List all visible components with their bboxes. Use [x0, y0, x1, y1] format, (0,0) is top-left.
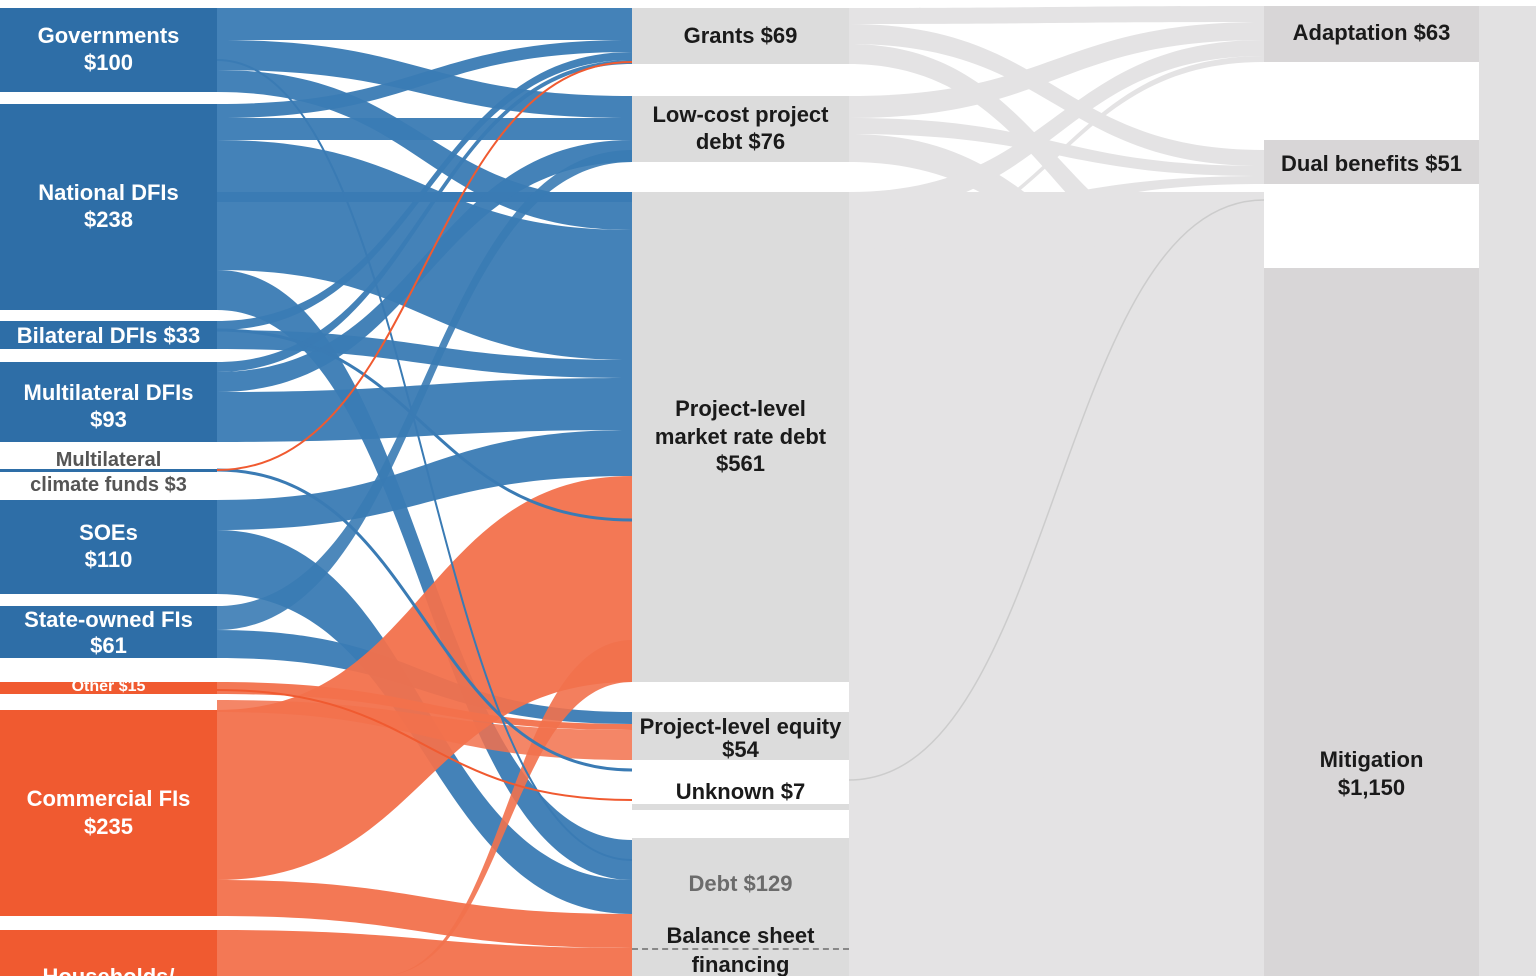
node-national-dfis-value: $238 [84, 207, 133, 232]
flow-households-to-marketdebt [380, 640, 632, 976]
node-balance-sheet-line2: financing [691, 952, 790, 976]
flow-soe-to-marketdebt [217, 430, 632, 530]
node-market-rate-debt: Project-level market rate debt $561 [632, 192, 849, 682]
flow-misc-to-adaptation [849, 56, 1264, 254]
right-edge-strip [1479, 6, 1536, 976]
node-other: Other $15 [0, 678, 217, 695]
node-low-cost-project-debt-line2: debt $76 [695, 129, 786, 154]
node-grants-label: Grants $69 [683, 23, 798, 48]
node-grants: Grants $69 [632, 8, 849, 64]
node-unknown-label: Unknown $7 [675, 779, 806, 804]
node-national-dfis-name: National DFIs [38, 180, 179, 205]
node-soes: SOEs $110 [0, 500, 217, 594]
node-dual-benefits: Dual benefits $51 [1264, 140, 1479, 184]
flow-thin-blue-2 [216, 468, 633, 772]
node-commercial-fis-name: Commercial FIs [26, 786, 191, 811]
node-governments-name: Governments [37, 23, 180, 48]
node-households: Households/ [0, 930, 217, 976]
node-governments: Governments $100 [0, 8, 217, 92]
flow-grants-to-adaptation [849, 6, 1264, 24]
node-mitigation-value: $1,150 [1337, 775, 1406, 800]
node-other-name: Other $15 [71, 678, 146, 695]
node-project-level-equity-value: $54 [722, 737, 759, 762]
flow-ndfi-to-lowcost [217, 118, 632, 140]
flow-mdfi-to-grants [217, 60, 632, 372]
node-national-dfis: National DFIs $238 [0, 104, 217, 310]
flow-lowcost-to-dual [849, 118, 1264, 176]
node-market-rate-debt-line2: market rate debt [654, 424, 827, 449]
flow-ndfi-to-grants [217, 40, 632, 118]
node-multilateral-climate-funds-name: Multilateral [55, 449, 162, 471]
flow-thin-orange-2 [216, 689, 633, 801]
flow-cfi-to-equity [217, 700, 632, 760]
flow-bdfi-to-grants [217, 52, 632, 330]
flow-lowcost-to-mitigation [849, 134, 1264, 330]
flow-thin-grey-1 [848, 199, 1265, 781]
node-mitigation-name: Mitigation [1319, 747, 1424, 772]
node-project-level-equity: Project-level equity $54 [632, 712, 849, 762]
node-state-owned-fis-name: State-owned FIs [24, 607, 193, 632]
flow-equity-to-mitigation [849, 712, 1264, 800]
node-multilateral-climate-funds-bar [0, 469, 217, 472]
node-debt-balance-sheet: Debt $129 Balance sheet financing [632, 838, 849, 976]
node-dual-benefits-label: Dual benefits $51 [1281, 151, 1462, 176]
divider-debt-balance-sheet [632, 948, 849, 950]
flow-thin-blue-1 [216, 328, 633, 522]
node-commercial-fis: Commercial FIs $235 [0, 710, 217, 916]
node-multilateral-dfis-value: $93 [90, 407, 127, 432]
node-market-rate-debt-line1: Project-level [675, 396, 806, 421]
node-soes-value: $110 [84, 547, 133, 572]
node-state-owned-fis: State-owned FIs $61 [0, 606, 217, 658]
node-low-cost-project-debt: Low-cost project debt $76 [632, 96, 849, 162]
node-soes-name: SOEs [79, 520, 138, 545]
node-unknown [632, 804, 849, 810]
node-market-rate-debt-value: $561 [716, 451, 765, 476]
flow-thin-blue-3 [216, 59, 633, 861]
flow-grants-to-mitigation [849, 44, 1264, 300]
node-bilateral-dfis: Bilateral DFIs $33 [0, 321, 217, 349]
flow-marketdebt-to-dual [849, 176, 1264, 232]
flow-lowcost-to-adaptation [849, 22, 1264, 118]
flow-ndfi-to-debt [217, 270, 632, 880]
node-governments-value: $100 [84, 50, 133, 75]
node-commercial-fis-value: $235 [84, 814, 133, 839]
flow-cfi-to-balance [217, 880, 632, 948]
flow-households-to-balance [217, 930, 632, 976]
node-multilateral-climate-funds-value: climate funds $3 [30, 474, 187, 496]
flow-sofi-to-lowcost [217, 150, 632, 630]
node-state-owned-fis-value: $61 [90, 633, 127, 658]
flow-unknown-to-mitigation [849, 804, 1264, 828]
node-low-cost-project-debt-line1: Low-cost project [652, 102, 829, 127]
node-adaptation-label: Adaptation $63 [1292, 20, 1451, 45]
flow-ndfi-to-marketdebt [217, 140, 632, 360]
node-multilateral-dfis: Multilateral DFIs $93 [0, 362, 217, 442]
node-balance-sheet-line1: Balance sheet [666, 923, 815, 948]
node-households-name: Households/ [0, 963, 217, 976]
flow-gov-to-marketdebt [217, 70, 632, 230]
flow-marketdebt-to-adaptation [849, 40, 1264, 214]
node-adaptation: Adaptation $63 [1264, 6, 1479, 62]
flow-debt-to-mitigation [849, 838, 1264, 976]
node-multilateral-dfis-name: Multilateral DFIs [23, 380, 194, 405]
flow-gov-to-grants [217, 8, 632, 40]
flow-thin-orange-1 [216, 61, 633, 471]
node-project-level-equity-line1: Project-level equity [639, 714, 842, 739]
node-bilateral-dfis-name: Bilateral DFIs $33 [16, 323, 201, 348]
flow-bdfi-to-marketdebt [217, 330, 632, 378]
flow-grants-to-dual [849, 24, 1264, 166]
node-debt-label: Debt $129 [688, 871, 793, 896]
node-mitigation: Mitigation $1,150 [1264, 268, 1479, 976]
flow-cfi-to-marketdebt [217, 476, 632, 880]
